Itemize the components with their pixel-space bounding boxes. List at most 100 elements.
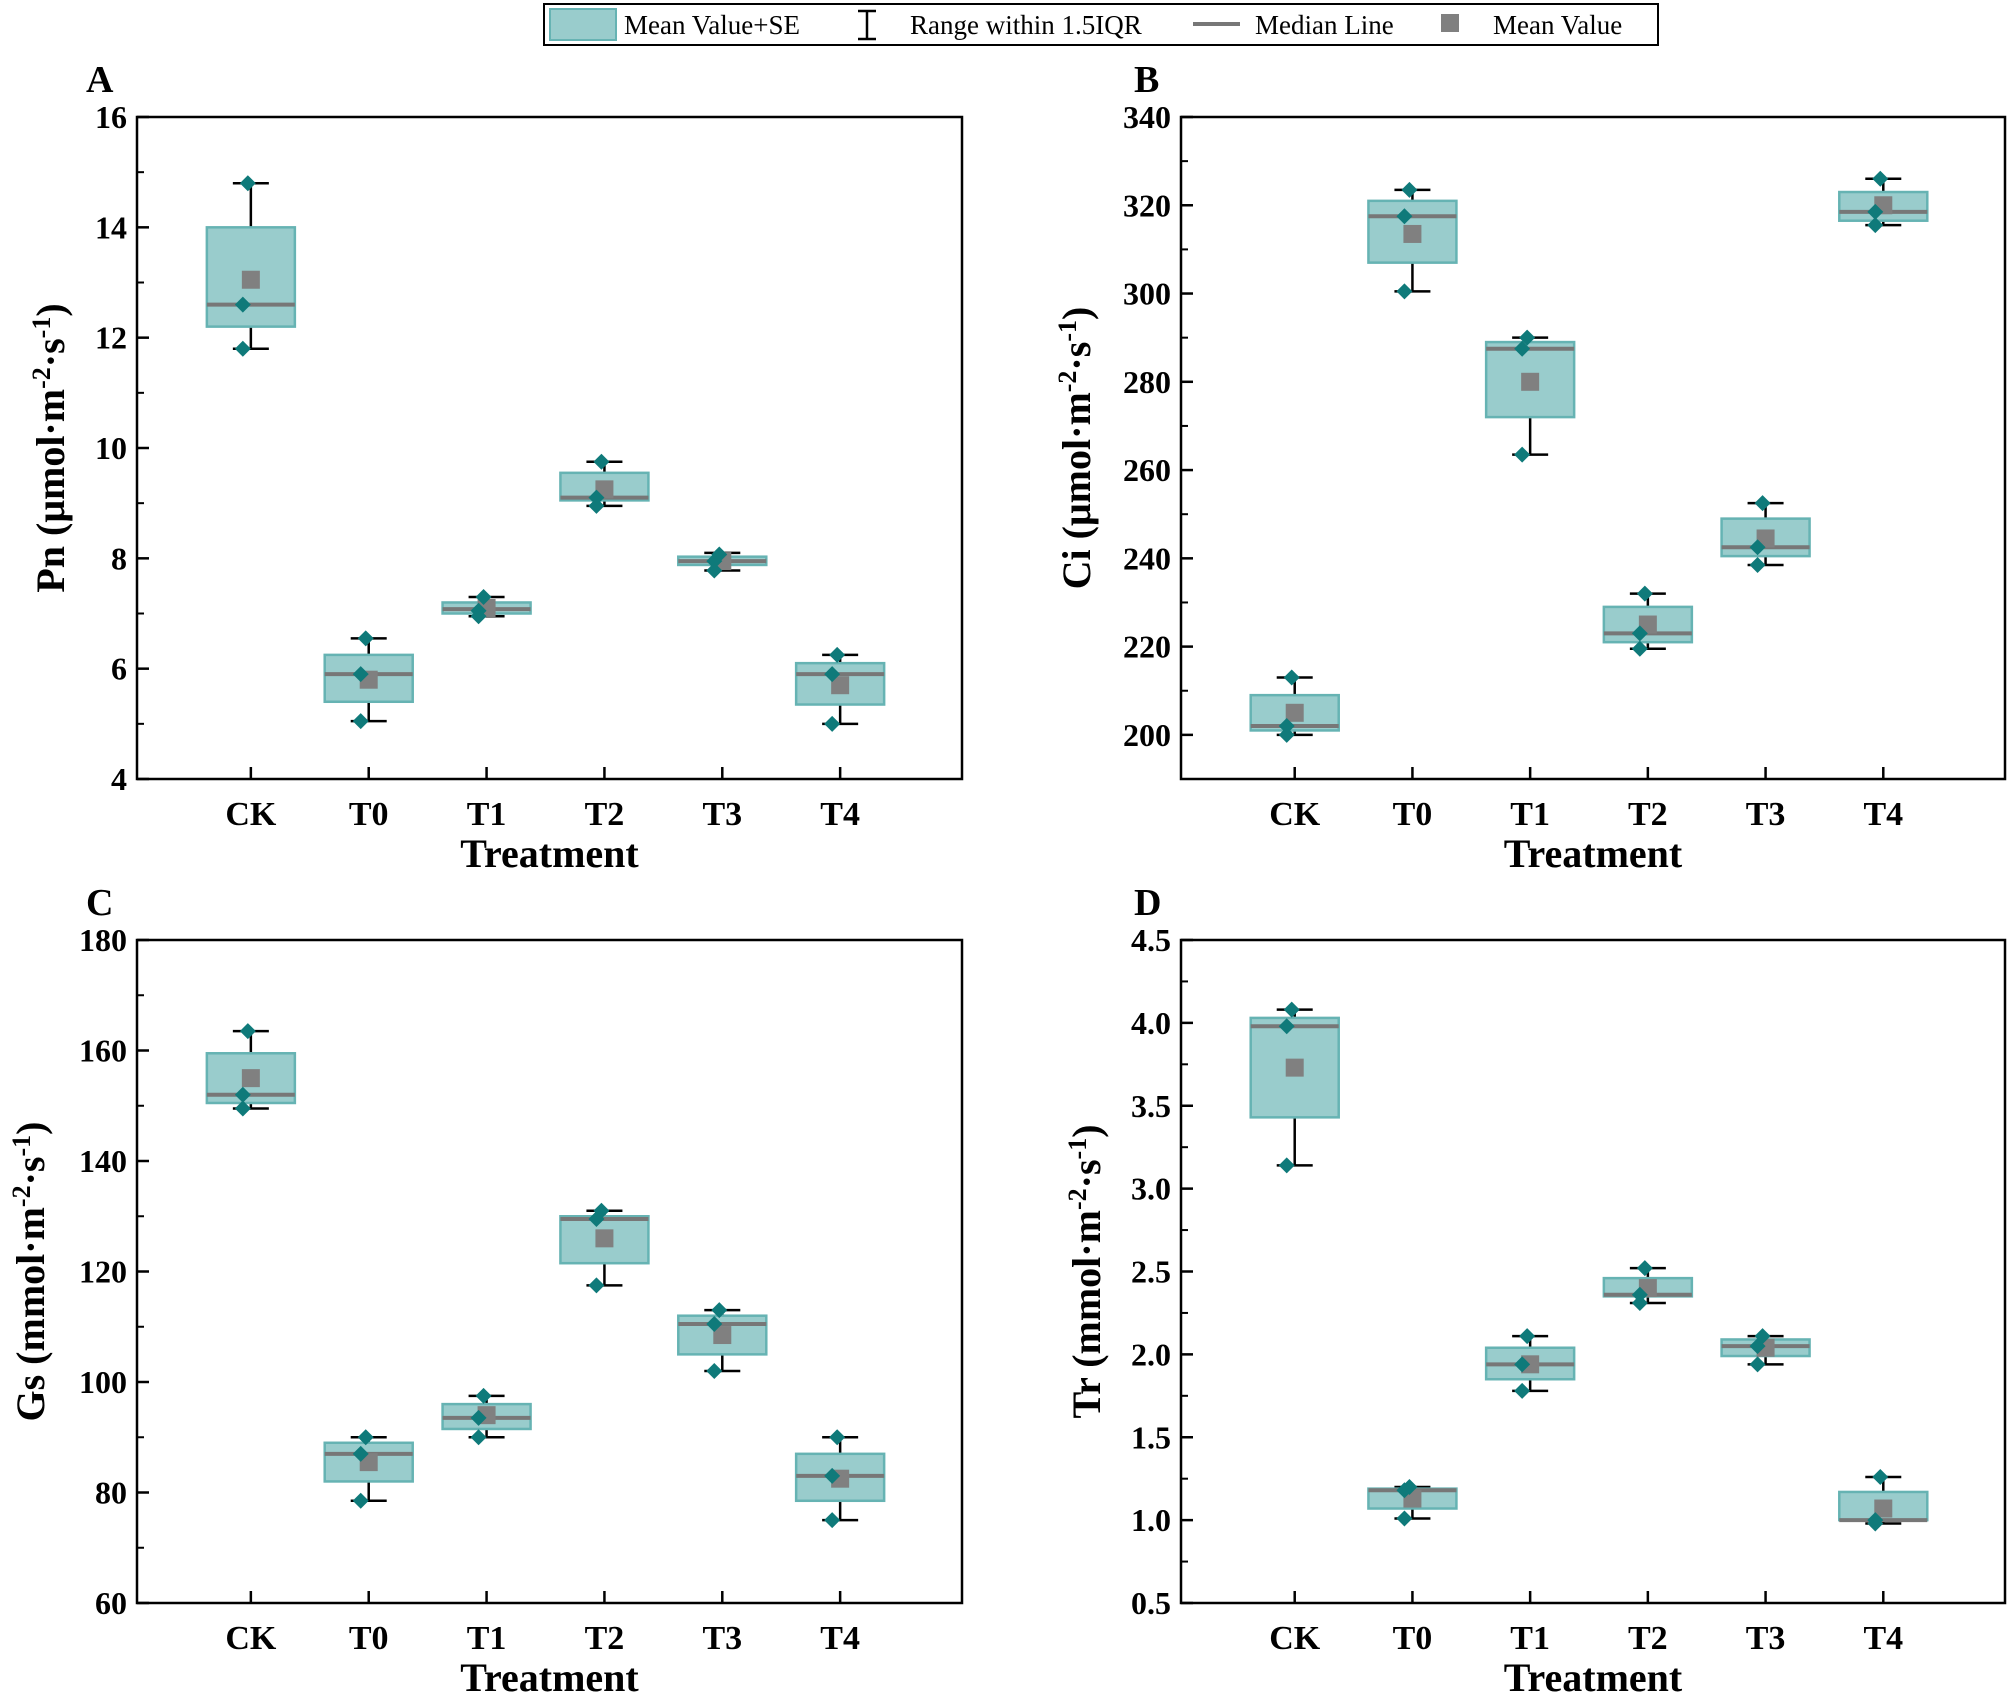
panel-d-ytick-label: 2.5 [1131, 1254, 1171, 1290]
panel-c-mean-t3 [713, 1326, 732, 1345]
panel-d-point-t2-2 [1631, 1294, 1648, 1311]
panel-c-xtick-label-t0: T0 [349, 1620, 389, 1657]
panel-b-xtick-label-t3: T3 [1746, 796, 1786, 833]
panel-a-point-ck-0 [239, 175, 256, 192]
panel-a-point-t4-1 [824, 666, 841, 683]
legend-label-box: Mean Value+SE [624, 10, 800, 40]
panel-b-point-t0-0 [1401, 181, 1418, 198]
panel-a-point-t2-2 [588, 497, 605, 514]
panel-a-point-t4-2 [824, 715, 841, 732]
panel-b-ylabel: Ci (μmol·m-2·s-1) [1053, 307, 1099, 590]
panel-b-point-t3-0 [1754, 495, 1771, 512]
panel-c-xtick-label-t3: T3 [702, 1620, 742, 1657]
panel-c-frame [135, 938, 964, 1605]
panel-b: B 200 220 240 260 280 300 320 340 CK T0 T1 T2 T3 T4 Tre… [1053, 59, 2007, 876]
panel-a-ytick-label: 4 [111, 761, 127, 797]
panel-a-point-t1-0 [475, 588, 492, 605]
legend-label-mean: Mean Value [1493, 10, 1622, 40]
panel-c-point-t3-1 [706, 1315, 723, 1332]
panel-a-xtick-label-t4: T4 [820, 796, 860, 833]
panel-c-point-t4-0 [829, 1429, 846, 1446]
panel-a-mean-t4 [831, 676, 850, 695]
panel-c-point-t4-2 [824, 1512, 841, 1529]
panel-b-point-t0-1 [1396, 208, 1413, 225]
panel-c-point-t3-2 [706, 1362, 723, 1379]
panel-d-mean-ck [1285, 1058, 1304, 1077]
panel-b-point-t0-2 [1396, 283, 1413, 300]
panel-c-ytick-label: 120 [79, 1254, 127, 1290]
panel-b-ytick-label: 200 [1123, 717, 1171, 753]
panel-a-point-t1-2 [470, 608, 487, 625]
panel-b-ytick-label: 280 [1123, 364, 1171, 400]
panel-d-point-t4-2 [1867, 1515, 1884, 1532]
panel-b-ytick-label: 300 [1123, 276, 1171, 312]
panel-b-ytick-label: 260 [1123, 452, 1171, 488]
panel-c-letter: C [86, 882, 113, 924]
panel-d-xtick-label-t3: T3 [1746, 1620, 1786, 1657]
panel-c: C 60 80 100 120 140 160 180 CK T0 T1 T2 T3 T4 Treatmen… [7, 882, 964, 1697]
panel-b-box-t2 [1602, 605, 1694, 644]
panel-c-xtick-label-t4: T4 [820, 1620, 860, 1657]
panel-d: D 0.5 1.0 1.5 2.0 2.5 3.0 3.5 4.0 4.5 CK T0 T1 T2 T3 T4… [1063, 882, 2007, 1697]
panel-d-point-t1-0 [1519, 1328, 1536, 1345]
panel-a-ytick-label: 6 [111, 651, 127, 687]
panel-d-xtick-label-t1: T1 [1510, 1620, 1550, 1657]
panel-a-xtick-label-t0: T0 [349, 796, 389, 833]
panel-b-point-ck-2 [1278, 726, 1295, 743]
panel-b-point-t1-0 [1519, 329, 1536, 346]
panel-b-mean-ck [1285, 703, 1304, 722]
panel-d-point-t1-2 [1514, 1382, 1531, 1399]
panel-c-point-t0-0 [357, 1429, 374, 1446]
panel-b-xlabel: Treatment [1504, 831, 1683, 876]
panel-c-point-t1-1 [470, 1409, 487, 1426]
panel-a-point-t0-2 [352, 713, 369, 730]
legend-box-swatch [549, 8, 617, 41]
panel-c-point-t4-1 [824, 1467, 841, 1484]
panel-b-point-ck-1 [1278, 718, 1295, 735]
panel-a-ytick-label: 14 [95, 209, 127, 245]
panel-c-point-t2-1 [588, 1211, 605, 1228]
panel-a-xtick-label-t3: T3 [702, 796, 742, 833]
legend-label-median: Median Line [1255, 10, 1394, 40]
panel-d-ytick-label: 1.5 [1131, 1419, 1171, 1455]
panel-a-point-t3-1 [706, 553, 723, 570]
panel-d-xtick-label-t2: T2 [1628, 1620, 1668, 1657]
panel-a-point-t3-2 [706, 562, 723, 579]
panel-a-point-t2-0 [593, 453, 610, 470]
panel-b-ytick-label: 240 [1123, 540, 1171, 576]
panel-b-point-t4-1 [1867, 203, 1884, 220]
panel-a-point-ck-2 [234, 340, 251, 357]
panel-d-point-t0-1 [1396, 1482, 1413, 1499]
panel-c-ytick-label: 80 [95, 1475, 127, 1511]
panel-b-xtick-label-t4: T4 [1863, 796, 1903, 833]
panel-b-xtick-label-ck: CK [1269, 796, 1321, 833]
panel-d-ytick-label: 4.5 [1131, 922, 1171, 958]
panel-c-point-t3-0 [711, 1302, 728, 1319]
panel-d-xtick-label-ck: CK [1269, 1620, 1321, 1657]
panel-d-point-ck-0 [1283, 1001, 1300, 1018]
panel-d-ytick-label: 4.0 [1131, 1005, 1171, 1041]
panel-c-ytick-label: 160 [79, 1033, 127, 1069]
panel-b-mean-t1 [1521, 372, 1540, 391]
panel-b-frame [1179, 115, 2007, 781]
panel-d-ytick-label: 1.0 [1131, 1502, 1171, 1538]
panel-c-mean-t2 [595, 1229, 614, 1248]
panel-c-ytick-label: 100 [79, 1364, 127, 1400]
panel-a-letter: A [86, 59, 114, 101]
legend-mean-swatch [1441, 14, 1459, 32]
panel-b-xtick-label-t2: T2 [1628, 796, 1668, 833]
panel-d-point-t2-0 [1636, 1260, 1653, 1277]
panel-c-point-ck-0 [239, 1023, 256, 1040]
panel-d-ytick-label: 0.5 [1131, 1585, 1171, 1621]
panel-a-ytick-label: 12 [95, 320, 127, 356]
panel-d-point-ck-2 [1278, 1157, 1295, 1174]
panel-c-ytick-label: 60 [95, 1585, 127, 1621]
panel-a-point-t2-1 [588, 489, 605, 506]
panel-c-point-ck-1 [234, 1086, 251, 1103]
panel-c-mean-ck [241, 1069, 260, 1088]
panel-a-mean-ck [241, 270, 260, 289]
legend-frame [543, 3, 1659, 46]
panel-c-xtick-label-t1: T1 [467, 1620, 507, 1657]
panel-a: A 4 6 8 10 12 14 16 CK T0 T1 T2 T3 T4 Treatment Pn (μmo… [27, 59, 964, 876]
panel-d-point-t2-1 [1631, 1286, 1648, 1303]
